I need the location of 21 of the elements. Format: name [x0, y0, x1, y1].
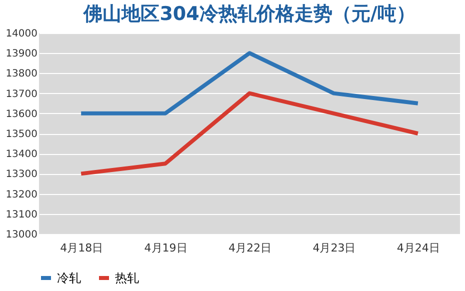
- y-tick-label: 13500: [6, 129, 38, 140]
- y-tick-label: 13800: [6, 68, 38, 80]
- y-tick-label: 13100: [6, 209, 38, 220]
- y-tick-label: 13000: [6, 230, 38, 240]
- y-tick-label: 13300: [6, 169, 38, 180]
- line-series: [79, 51, 420, 116]
- x-tick-label: 4月18日: [60, 242, 104, 254]
- x-tick-label: 4月19日: [144, 242, 188, 254]
- legend-label: 热轧: [115, 271, 139, 285]
- y-tick-label: 13900: [6, 48, 38, 60]
- y-tick-label: 13600: [6, 108, 38, 120]
- line-series: [79, 91, 420, 176]
- y-tick-label: 13400: [6, 149, 38, 160]
- x-tick-label: 4月23日: [312, 242, 356, 254]
- legend-label: 冷轧: [57, 271, 81, 285]
- chart-title: 佛山地区304冷热轧价格走势（元/吨）: [82, 3, 416, 25]
- y-tick-label: 14000: [6, 28, 38, 40]
- y-tick-label: 13700: [6, 88, 38, 100]
- x-tick-label: 4月22日: [228, 242, 272, 254]
- y-tick-label: 13200: [6, 189, 38, 200]
- x-tick-label: 4月24日: [396, 242, 440, 254]
